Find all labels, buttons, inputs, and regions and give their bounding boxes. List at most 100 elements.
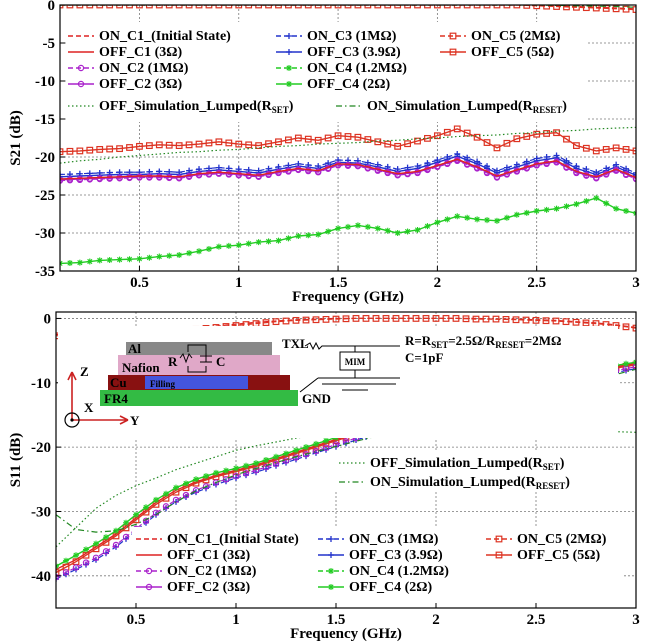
data-point [133, 511, 139, 518]
data-point [533, 207, 540, 214]
data-point [165, 5, 173, 9]
data-point [205, 245, 212, 252]
data-point [352, 315, 360, 322]
x-tick-label: 0.5 [127, 612, 146, 628]
data-point [344, 133, 352, 140]
legend-entry: OFF_C4 (2Ω) [276, 77, 390, 92]
data-point [503, 5, 511, 9]
data-point [325, 228, 332, 235]
data-point [265, 5, 272, 9]
data-point [112, 541, 120, 549]
data-point [632, 175, 636, 182]
data-point [315, 231, 322, 238]
data-point [324, 5, 332, 9]
data-point [493, 173, 501, 180]
data-point [175, 174, 183, 181]
data-point [96, 257, 103, 264]
legend-marker [286, 49, 292, 55]
data-point [503, 139, 511, 147]
data-point [245, 141, 253, 149]
x-tick-label: 3 [632, 275, 640, 291]
data-point [602, 146, 610, 153]
data-point [314, 5, 322, 9]
y-tick-label: -25 [35, 188, 55, 204]
data-point [533, 130, 541, 138]
legend-marker [145, 567, 153, 575]
data-point [502, 316, 510, 323]
data-point [443, 5, 451, 9]
legend-marker [77, 64, 85, 72]
data-point [314, 136, 322, 144]
data-point [483, 139, 491, 146]
data-point [255, 172, 262, 180]
data-point [60, 173, 63, 180]
data-point [285, 5, 292, 9]
data-point [305, 232, 312, 239]
data-point [62, 569, 70, 576]
x-tick-label: 2 [434, 275, 442, 291]
data-point [354, 222, 361, 229]
data-point [622, 5, 630, 13]
data-point [404, 5, 411, 9]
legend-box [132, 527, 624, 602]
legend-marker [286, 65, 292, 71]
data-point [123, 519, 129, 526]
legend-label: OFF_C2 (3Ω) [99, 77, 182, 92]
data-point [623, 207, 630, 214]
data-point [633, 172, 636, 179]
data-point [335, 225, 342, 232]
data-point [275, 237, 282, 244]
label-fr4: FR4 [104, 391, 128, 406]
data-point [146, 254, 153, 261]
series-line [60, 126, 636, 164]
data-point [136, 255, 143, 262]
data-point [583, 198, 590, 205]
legend-label: ON_C2 (1MΩ) [167, 564, 257, 579]
data-point [66, 147, 74, 155]
data-point [155, 5, 163, 9]
data-point [275, 138, 282, 146]
data-point [155, 141, 163, 149]
data-point [303, 444, 309, 451]
data-point [593, 174, 600, 181]
data-point [126, 256, 133, 263]
data-point [523, 209, 530, 216]
data-point [202, 483, 210, 490]
data-point [602, 5, 610, 12]
data-point [173, 484, 179, 491]
data-point [304, 5, 312, 9]
sim-legend-box [335, 450, 625, 492]
legend-marker [449, 32, 457, 40]
label-txl: TXL [282, 336, 309, 351]
data-point [223, 467, 229, 474]
data-point [512, 316, 520, 324]
data-point [473, 133, 481, 141]
legend-label: ON_C5 (2MΩ) [517, 532, 607, 547]
gnd-pointer [299, 377, 319, 393]
legend-entry: ON_C2 (1MΩ) [136, 564, 257, 579]
data-point [126, 5, 133, 9]
data-point [272, 318, 280, 326]
capacitance-label: C=1pF [405, 350, 444, 365]
data-point [213, 469, 219, 476]
data-point [463, 5, 471, 9]
data-point [182, 491, 190, 499]
data-point [582, 5, 590, 12]
data-point [146, 173, 153, 180]
legend-entry: OFF_C3 (3.9Ω) [318, 548, 443, 563]
data-point [433, 5, 441, 9]
data-point [285, 136, 292, 144]
data-point [414, 226, 421, 233]
label-y: Y [130, 413, 140, 428]
data-point [195, 140, 203, 148]
x-tick-label: 3 [632, 612, 640, 628]
data-point [404, 140, 411, 148]
data-point [472, 315, 480, 323]
data-point [563, 5, 570, 11]
legend-entry: ON_C4 (1.2MΩ) [318, 564, 449, 579]
data-point [263, 457, 269, 463]
legend-entry: OFF_C1 (3Ω) [68, 45, 182, 60]
data-point [73, 552, 79, 559]
data-point [462, 315, 470, 323]
